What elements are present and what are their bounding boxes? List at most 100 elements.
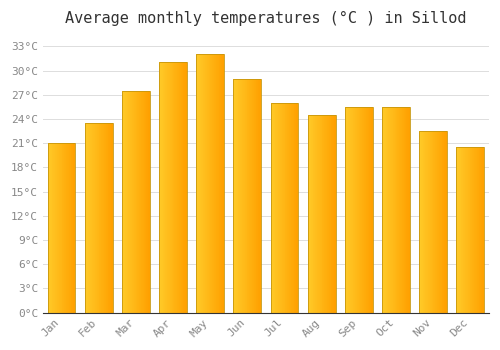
- Bar: [349, 107, 350, 313]
- Bar: [324, 115, 325, 313]
- Bar: [460, 147, 462, 313]
- Bar: [390, 107, 391, 313]
- Bar: [135, 91, 136, 313]
- Bar: [196, 54, 224, 313]
- Bar: [147, 91, 148, 313]
- Bar: [438, 131, 440, 313]
- Bar: [211, 54, 212, 313]
- Bar: [384, 107, 385, 313]
- Bar: [252, 79, 253, 313]
- Bar: [199, 54, 200, 313]
- Bar: [367, 107, 368, 313]
- Bar: [325, 115, 326, 313]
- Bar: [274, 103, 275, 313]
- Bar: [469, 147, 470, 313]
- Bar: [309, 115, 310, 313]
- Bar: [95, 123, 96, 313]
- Bar: [251, 79, 252, 313]
- Bar: [431, 131, 432, 313]
- Bar: [234, 79, 235, 313]
- Bar: [327, 115, 328, 313]
- Bar: [185, 63, 186, 313]
- Bar: [54, 143, 56, 313]
- Bar: [212, 54, 213, 313]
- Bar: [74, 143, 75, 313]
- Bar: [197, 54, 198, 313]
- Bar: [253, 79, 254, 313]
- Bar: [347, 107, 348, 313]
- Bar: [459, 147, 460, 313]
- Bar: [441, 131, 442, 313]
- Bar: [352, 107, 354, 313]
- Bar: [429, 131, 430, 313]
- Bar: [292, 103, 293, 313]
- Bar: [346, 107, 347, 313]
- Bar: [310, 115, 311, 313]
- Bar: [278, 103, 279, 313]
- Bar: [363, 107, 364, 313]
- Bar: [356, 107, 358, 313]
- Bar: [146, 91, 147, 313]
- Title: Average monthly temperatures (°C ) in Sillod: Average monthly temperatures (°C ) in Si…: [65, 11, 466, 26]
- Bar: [312, 115, 314, 313]
- Bar: [143, 91, 144, 313]
- Bar: [67, 143, 68, 313]
- Bar: [196, 54, 197, 313]
- Bar: [259, 79, 260, 313]
- Bar: [333, 115, 334, 313]
- Bar: [435, 131, 436, 313]
- Bar: [470, 147, 471, 313]
- Bar: [86, 123, 87, 313]
- Bar: [409, 107, 410, 313]
- Bar: [106, 123, 107, 313]
- Bar: [295, 103, 296, 313]
- Bar: [175, 63, 176, 313]
- Bar: [391, 107, 392, 313]
- Bar: [89, 123, 90, 313]
- Bar: [63, 143, 64, 313]
- Bar: [255, 79, 256, 313]
- Bar: [217, 54, 218, 313]
- Bar: [234, 79, 262, 313]
- Bar: [317, 115, 318, 313]
- Bar: [270, 103, 298, 313]
- Bar: [311, 115, 312, 313]
- Bar: [178, 63, 180, 313]
- Bar: [110, 123, 112, 313]
- Bar: [145, 91, 146, 313]
- Bar: [180, 63, 182, 313]
- Bar: [186, 63, 187, 313]
- Bar: [279, 103, 280, 313]
- Bar: [436, 131, 438, 313]
- Bar: [200, 54, 201, 313]
- Bar: [394, 107, 396, 313]
- Bar: [322, 115, 323, 313]
- Bar: [350, 107, 351, 313]
- Bar: [372, 107, 373, 313]
- Bar: [243, 79, 244, 313]
- Bar: [408, 107, 409, 313]
- Bar: [348, 107, 349, 313]
- Bar: [483, 147, 484, 313]
- Bar: [87, 123, 88, 313]
- Bar: [130, 91, 131, 313]
- Bar: [386, 107, 387, 313]
- Bar: [62, 143, 63, 313]
- Bar: [72, 143, 74, 313]
- Bar: [382, 107, 410, 313]
- Bar: [400, 107, 401, 313]
- Bar: [85, 123, 112, 313]
- Bar: [70, 143, 72, 313]
- Bar: [162, 63, 164, 313]
- Bar: [222, 54, 224, 313]
- Bar: [335, 115, 336, 313]
- Bar: [216, 54, 217, 313]
- Bar: [183, 63, 184, 313]
- Bar: [250, 79, 251, 313]
- Bar: [456, 147, 484, 313]
- Bar: [52, 143, 53, 313]
- Bar: [177, 63, 178, 313]
- Bar: [276, 103, 277, 313]
- Bar: [102, 123, 103, 313]
- Bar: [457, 147, 458, 313]
